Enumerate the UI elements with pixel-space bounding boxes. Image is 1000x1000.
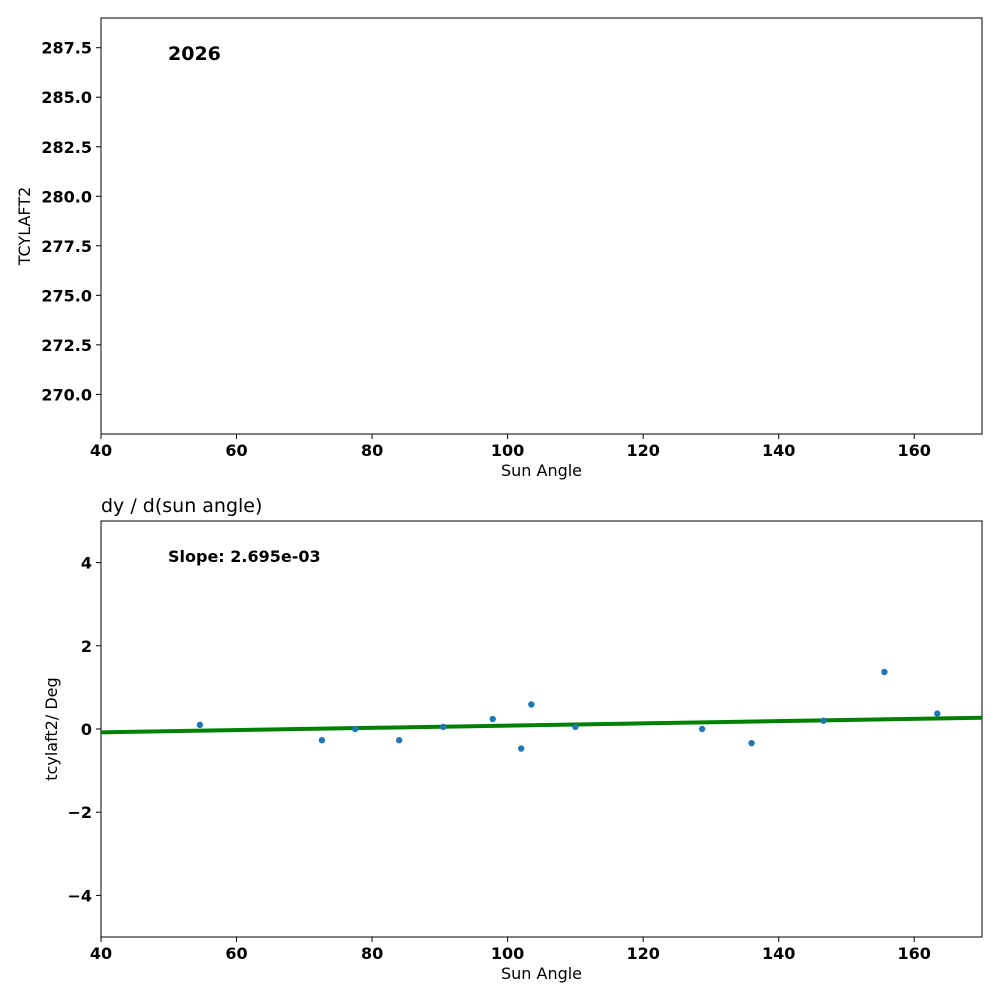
x-tick-label: 160 <box>898 441 931 460</box>
y-axis-label: TCYLAFT2 <box>15 187 34 267</box>
x-tick-label: 40 <box>90 944 112 963</box>
y-tick-label: 280.0 <box>41 187 92 206</box>
data-point <box>196 721 204 729</box>
y-axis-label: tcylaft2/ Deg <box>42 677 61 780</box>
data-point <box>934 710 941 717</box>
y-tick-label: −4 <box>67 886 92 905</box>
data-point <box>489 715 496 723</box>
y-tick-label: 282.5 <box>41 138 92 157</box>
x-axis-label: Sun Angle <box>501 461 582 480</box>
chart-panel-2: 40 60 80 100 120 140 160 −4 −2 0 2 4 Sun Angle tcylaf… <box>42 495 983 983</box>
chart-panel-1: 40 60 80 100 120 140 160 270.0 272.5 275.0 277.5 28… <box>15 17 983 480</box>
data-point <box>881 668 888 676</box>
y-tick-label: 4 <box>81 554 92 573</box>
data-point <box>318 737 326 744</box>
data-point <box>698 725 706 733</box>
x-tick-label: 80 <box>361 441 383 460</box>
data-point <box>517 745 525 752</box>
data-point <box>395 737 403 744</box>
data-point <box>528 701 535 708</box>
x-tick-label: 60 <box>225 441 247 460</box>
slope-annotation: Slope: 2.695e-03 <box>168 547 321 566</box>
chart-title: dy / d(sun angle) <box>101 495 262 517</box>
x-tick-label: 120 <box>626 944 659 963</box>
x-tick-label: 140 <box>762 441 795 460</box>
x-tick-label: 140 <box>762 944 795 963</box>
data-point <box>351 725 359 733</box>
data-point <box>440 723 447 731</box>
y-tick-label: −2 <box>67 803 92 822</box>
x-tick-label: 60 <box>225 944 247 963</box>
y-tick-label: 2 <box>81 637 92 656</box>
x-axis-label: Sun Angle <box>501 964 582 983</box>
year-annotation: 2026 <box>168 43 221 65</box>
x-tick-label: 100 <box>491 944 524 963</box>
data-point <box>572 723 579 731</box>
x-tick-label: 100 <box>491 441 524 460</box>
y-tick-label: 270.0 <box>41 385 92 404</box>
plot-area <box>101 668 982 752</box>
y-tick-label: 277.5 <box>41 237 92 256</box>
fit-line <box>101 715 982 735</box>
x-tick-label: 160 <box>898 944 931 963</box>
y-tick-label: 287.5 <box>41 39 92 58</box>
y-tick-label: 275.0 <box>41 286 92 305</box>
plot-frame <box>100 17 983 435</box>
data-point <box>748 739 755 747</box>
x-tick-label: 80 <box>361 944 383 963</box>
y-tick-label: 285.0 <box>41 88 92 107</box>
x-tick-label: 40 <box>90 441 112 460</box>
y-tick-label: 272.5 <box>41 336 92 355</box>
y-tick-label: 0 <box>81 720 92 739</box>
x-tick-label: 120 <box>626 441 659 460</box>
data-point <box>820 717 827 724</box>
